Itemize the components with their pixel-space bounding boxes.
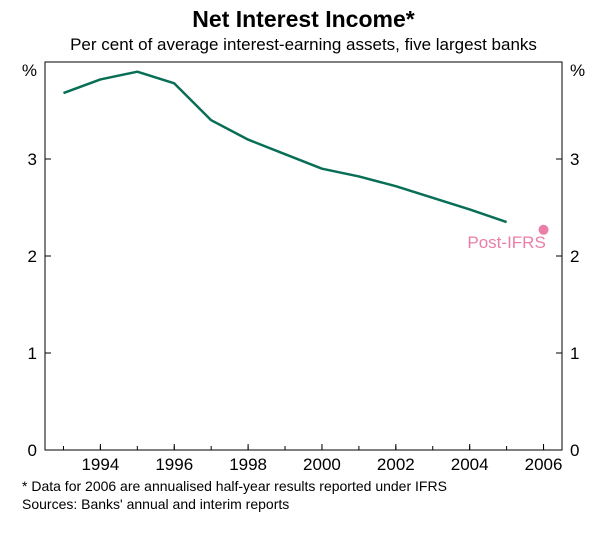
svg-text:2006: 2006 xyxy=(525,455,563,474)
svg-text:Post-IFRS: Post-IFRS xyxy=(467,233,545,252)
svg-text:2004: 2004 xyxy=(451,455,489,474)
svg-text:%: % xyxy=(570,61,585,80)
svg-text:1998: 1998 xyxy=(229,455,267,474)
footnote-1: * Data for 2006 are annualised half-year… xyxy=(22,478,447,494)
svg-text:3: 3 xyxy=(28,150,37,169)
svg-text:%: % xyxy=(22,61,37,80)
svg-text:2002: 2002 xyxy=(377,455,415,474)
svg-text:1994: 1994 xyxy=(81,455,119,474)
chart-container: Net Interest Income* Per cent of average… xyxy=(0,0,607,536)
svg-text:2: 2 xyxy=(28,247,37,266)
svg-text:0: 0 xyxy=(28,441,37,460)
svg-text:1: 1 xyxy=(570,344,579,363)
svg-text:1996: 1996 xyxy=(155,455,193,474)
svg-text:3: 3 xyxy=(570,150,579,169)
svg-text:0: 0 xyxy=(570,441,579,460)
footnote-2: Sources: Banks' annual and interim repor… xyxy=(22,496,289,512)
chart-plot: 0 0 1 1 2 2 3 3%% 1994 1996 1998 2000 2002 2004 2006 Po… xyxy=(0,0,607,480)
svg-text:2: 2 xyxy=(570,247,579,266)
svg-text:1: 1 xyxy=(28,344,37,363)
svg-text:2000: 2000 xyxy=(303,455,341,474)
